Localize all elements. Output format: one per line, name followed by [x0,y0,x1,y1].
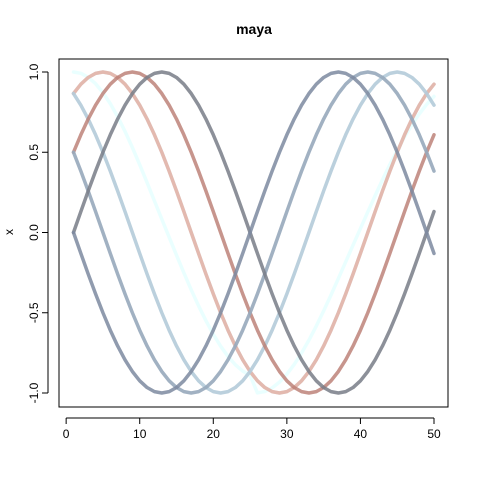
plot-frame [58,58,449,408]
y-tick-label: 0.5 [27,144,41,161]
x-tick-label: 40 [354,427,368,441]
y-axis: -1.0 -0.5 0.0 0.5 1.0 [27,63,49,403]
series-line-3 [71,70,436,395]
x-axis: 0 10 20 30 40 50 [63,417,441,441]
series-line-8 [71,70,436,395]
series-line-1 [71,70,436,395]
y-tick-label: -0.5 [27,302,41,323]
y-tick-label: -1.0 [27,382,41,403]
x-tick-label: 50 [427,427,441,441]
series-line-5 [71,70,436,395]
series-line-2 [71,70,436,395]
y-tick-label: 1.0 [27,63,41,80]
y-tick-label: 0.0 [27,224,41,241]
series-line-7 [71,70,436,395]
y-axis-label: x [2,229,16,235]
chart-title: maya [236,21,272,37]
x-tick-label: 30 [280,427,294,441]
series-line-4 [71,70,436,395]
x-tick-label: 0 [63,427,70,441]
x-tick-label: 10 [133,427,147,441]
series-layer [71,70,436,395]
series-line-6 [71,70,436,395]
x-tick-label: 20 [207,427,221,441]
